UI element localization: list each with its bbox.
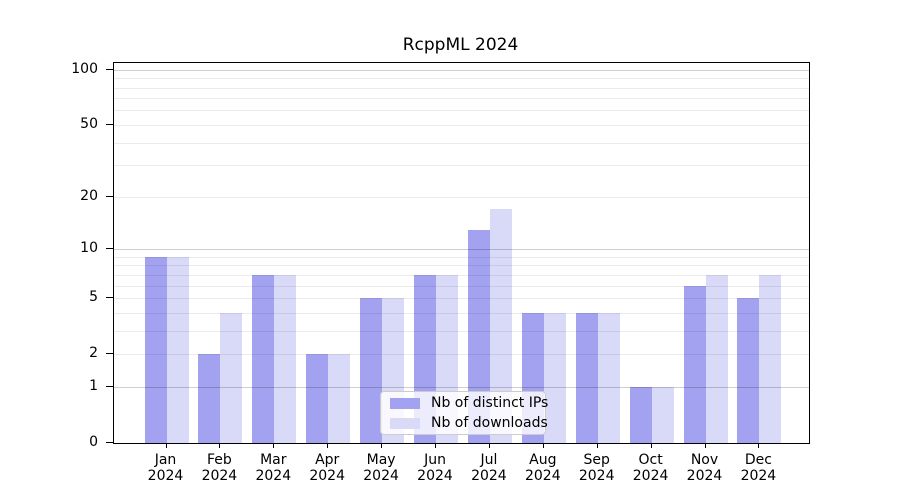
y-axis-tick [106, 248, 113, 249]
bar-jul-downloads [489, 209, 512, 443]
legend-label: Nb of downloads [431, 415, 548, 431]
x-axis-tick [650, 443, 652, 448]
y-axis-tick [106, 195, 113, 197]
x-tick-label-sep: Sep 2024 [578, 452, 615, 484]
x-axis-tick [219, 443, 221, 448]
bar-aug-downloads [543, 312, 566, 443]
bar-jan-ips [144, 256, 167, 443]
bar-feb-downloads [220, 312, 243, 443]
bar-apr-ips [306, 354, 329, 443]
legend-entry-distinct-ips: Nb of distinct IPs [390, 394, 549, 412]
y-tick-label: 0 [89, 434, 98, 450]
x-axis-tick [273, 443, 275, 448]
x-axis-tick [165, 443, 167, 448]
x-axis-tick [435, 443, 436, 448]
chart-title: RcppML 2024 [402, 35, 519, 55]
y-axis-tick [106, 353, 113, 355]
y-axis-tick [106, 297, 113, 298]
x-tick-label-aug: Aug 2024 [524, 452, 561, 484]
x-tick-label-oct: Oct 2024 [632, 452, 669, 484]
legend-label: Nb of distinct IPs [431, 395, 549, 411]
bar-oct-downloads [651, 386, 674, 443]
bar-feb-ips [198, 354, 221, 443]
x-axis-tick [758, 443, 760, 448]
x-tick-label-mar: Mar 2024 [255, 452, 292, 484]
bar-mar-ips [252, 274, 275, 443]
x-axis-tick [327, 443, 329, 448]
bars-layer [114, 63, 809, 443]
x-axis-tick [542, 443, 544, 448]
bar-dec-ips [737, 298, 760, 443]
y-tick-label: 5 [89, 289, 98, 305]
x-tick-label-dec: Dec 2024 [740, 452, 777, 484]
y-axis-tick [106, 123, 113, 125]
bar-nov-ips [683, 285, 706, 443]
bar-dec-downloads [759, 274, 782, 443]
bar-may-ips [360, 298, 383, 443]
bar-sep-downloads [597, 312, 620, 443]
y-tick-label: 50 [80, 115, 98, 132]
bar-jan-downloads [166, 256, 189, 443]
y-axis-tick [106, 68, 113, 70]
y-tick-label: 100 [71, 60, 98, 77]
x-tick-label-apr: Apr 2024 [309, 452, 345, 484]
x-tick-label-may: May 2024 [363, 452, 399, 484]
bar-sep-ips [575, 312, 598, 443]
x-axis-tick [488, 443, 490, 448]
x-tick-label-jun: Jun 2024 [417, 452, 453, 484]
bar-jul-ips [467, 229, 490, 443]
x-tick-label-jan: Jan 2024 [147, 452, 184, 484]
plot-area [113, 62, 810, 444]
bar-nov-downloads [705, 274, 728, 443]
legend: Nb of distinct IPs Nb of downloads [380, 391, 549, 435]
bar-apr-downloads [328, 354, 351, 443]
legend-entry-downloads: Nb of downloads [390, 414, 548, 432]
x-tick-label-nov: Nov 2024 [686, 452, 723, 484]
y-tick-label: 20 [80, 187, 98, 204]
x-axis-tick [596, 443, 598, 448]
legend-swatch-distinct-ips [390, 397, 420, 409]
legend-swatch-downloads [390, 417, 420, 429]
bar-oct-ips [629, 386, 652, 443]
y-tick-label: 10 [80, 240, 98, 256]
y-axis-tick [106, 385, 113, 387]
x-axis-tick [381, 443, 383, 448]
bar-mar-downloads [274, 274, 297, 443]
y-axis-tick [106, 442, 113, 443]
x-axis-tick [704, 443, 706, 448]
y-tick-label: 1 [89, 377, 98, 394]
y-tick-label: 2 [89, 345, 98, 362]
x-tick-label-jul: Jul 2024 [471, 452, 507, 484]
x-tick-label-feb: Feb 2024 [201, 452, 238, 484]
